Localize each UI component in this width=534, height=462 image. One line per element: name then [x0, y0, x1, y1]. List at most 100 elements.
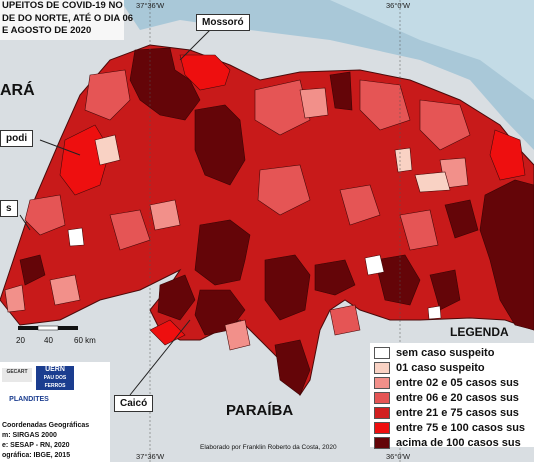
- state-label-paraiba: PARAÍBA: [226, 402, 294, 419]
- region-layer-dark: [19, 47, 534, 396]
- coordinate-top-right: 36°0'W: [386, 1, 411, 10]
- region: [179, 54, 231, 91]
- scale-bar-segment: [37, 325, 59, 331]
- region: [394, 147, 413, 173]
- region: [364, 254, 385, 276]
- legend-label: 01 caso suspeito: [396, 361, 485, 374]
- legend-swatch: [374, 391, 390, 404]
- region: [329, 304, 361, 336]
- scale-bar-segment: [58, 326, 78, 330]
- legend-swatch: [374, 376, 390, 389]
- info-line: m: SIRGAS 2000: [2, 432, 57, 439]
- legend-label: sem caso suspeito: [396, 346, 495, 359]
- callout-line-apodi: [39, 139, 81, 156]
- region-layer-pale: [67, 134, 451, 320]
- coordinate-bottom-right: 36°0'W: [386, 452, 411, 461]
- region: [419, 99, 471, 151]
- callout-line-caico: [129, 319, 191, 396]
- legend-item: sem caso suspeito: [374, 345, 494, 360]
- logo-text: UERN: [45, 366, 65, 373]
- region-layer-light: [4, 87, 469, 351]
- region: [257, 164, 311, 216]
- legend-label: entre 21 e 75 casos sus: [396, 406, 519, 419]
- legend-label: entre 06 e 20 casos sus: [396, 391, 519, 404]
- region: [24, 194, 66, 236]
- state-label-ceara: ARÁ: [0, 82, 35, 99]
- callout-mossoro: Mossoró: [196, 14, 250, 31]
- region: [374, 254, 421, 306]
- legend-swatch: [374, 346, 390, 359]
- legend-label: entre 02 e 05 casos sus: [396, 376, 519, 389]
- legend: sem caso suspeito 01 caso suspeito entre…: [370, 343, 534, 450]
- legend-swatch: [374, 436, 390, 449]
- callout-line-mossoro: [179, 29, 211, 61]
- sea-area-light: [330, 0, 534, 100]
- map-credit: Elaborado por Franklin Roberto da Costa,…: [200, 444, 337, 451]
- legend-title: LEGENDA: [450, 325, 509, 339]
- region: [94, 134, 121, 166]
- region: [299, 87, 329, 119]
- region: [149, 319, 186, 346]
- region: [67, 227, 85, 247]
- scale-label: 40: [44, 336, 53, 345]
- legend-swatch: [374, 361, 390, 374]
- region: [224, 319, 251, 351]
- region: [399, 209, 439, 251]
- region: [489, 129, 526, 181]
- legend-item: entre 75 e 100 casos sus: [374, 420, 525, 435]
- map-title-line: E AGOSTO DE 2020: [2, 25, 92, 36]
- legend-item: entre 02 e 05 casos sus: [374, 375, 519, 390]
- info-line: Coordenadas Geográficas: [2, 422, 90, 429]
- map-title-box: UPEITOS DE COVID-19 NO DE DO NORTE, ATÉ …: [0, 0, 134, 40]
- legend-swatch: [374, 421, 390, 434]
- region: [84, 69, 131, 121]
- map-title-line: DE DO NORTE, ATÉ O DIA 06: [2, 12, 134, 24]
- plandites-logo: PLANDITES: [9, 396, 49, 403]
- region: [359, 79, 411, 131]
- legend-label: acima de 100 casos sus: [396, 436, 521, 449]
- region: [194, 219, 251, 286]
- region: [194, 104, 246, 186]
- region: [49, 274, 81, 306]
- region-east-coast: [479, 179, 534, 331]
- gecart-logo: GECART: [2, 368, 32, 382]
- region: [444, 199, 479, 239]
- region: [314, 259, 356, 296]
- uern-logo: UERN PAU DOS FERROS: [36, 366, 74, 390]
- region: [427, 305, 442, 320]
- callout-caico: Caicó: [114, 395, 154, 412]
- info-line: e: SESAP - RN, 2020: [2, 442, 70, 449]
- legend-item: entre 06 e 20 casos sus: [374, 390, 519, 405]
- map-title-line: UPEITOS DE COVID-19 NO: [2, 0, 123, 11]
- region: [157, 274, 196, 321]
- region: [254, 79, 311, 136]
- legend-label: entre 75 e 100 casos sus: [396, 421, 526, 434]
- info-line: ográfica: IBGE, 2015: [2, 452, 71, 459]
- region: [264, 254, 311, 321]
- legend-item: entre 21 e 75 casos sus: [374, 405, 519, 420]
- logo-subtext: PAU DOS FERROS: [43, 375, 67, 389]
- legend-item: acima de 100 casos sus: [374, 435, 521, 450]
- region: [329, 71, 353, 111]
- region: [339, 184, 381, 226]
- scale-bar-segment: [18, 326, 38, 330]
- info-box: UERN PAU DOS FERROS GECART PLANDITES Coo…: [0, 362, 110, 462]
- region: [414, 171, 451, 193]
- region: [149, 199, 181, 231]
- region: [19, 254, 46, 286]
- scale-label: 20: [16, 336, 25, 345]
- coordinate-bottom-left: 37°36'W: [136, 452, 165, 461]
- region: [274, 339, 311, 396]
- callout-left: s: [0, 200, 18, 217]
- legend-item: 01 caso suspeito: [374, 360, 485, 375]
- coordinate-top-left: 37°36'W: [136, 1, 165, 10]
- scale-bar: [18, 325, 78, 331]
- region-layer-medium: [24, 69, 471, 336]
- callout-apodi: podi: [0, 130, 34, 147]
- region: [429, 269, 461, 311]
- region: [4, 284, 26, 313]
- callout-line-left: [19, 214, 31, 231]
- legend-swatch: [374, 406, 390, 419]
